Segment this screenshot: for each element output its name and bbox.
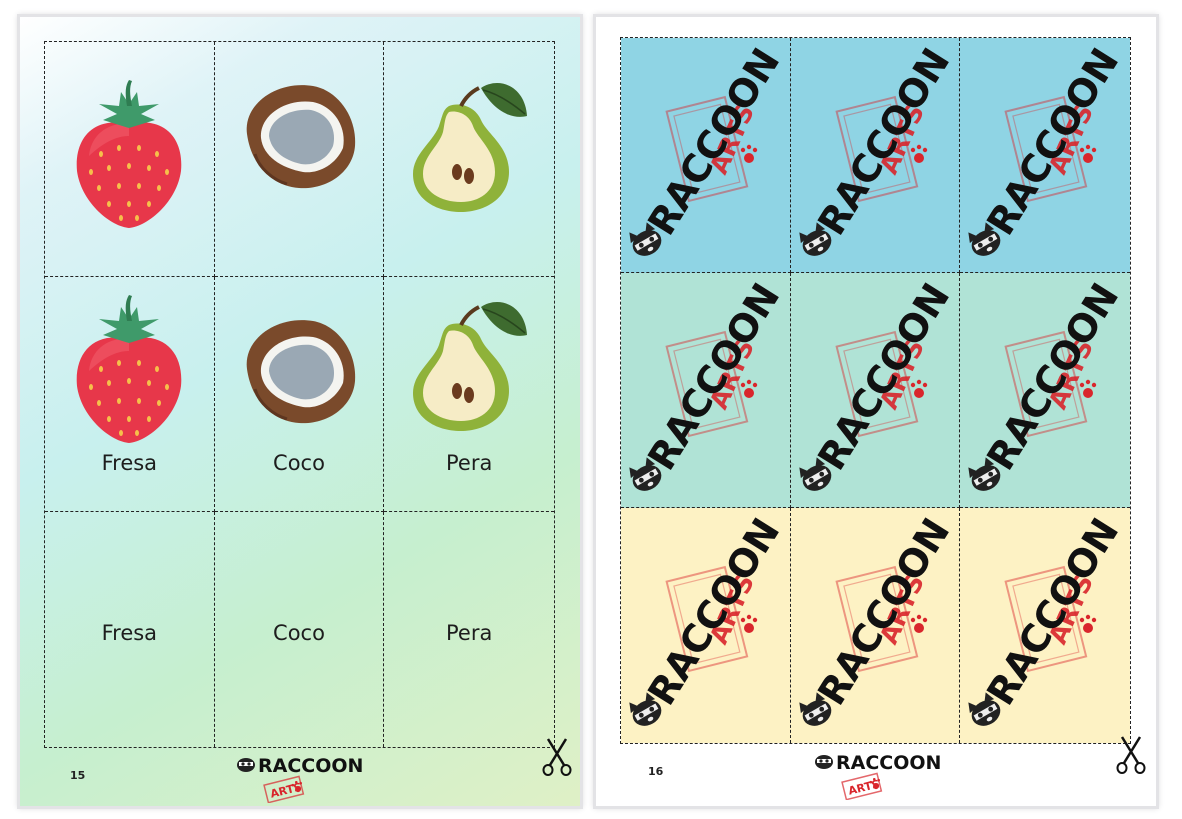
card-back: ARTS RACCOON (790, 508, 961, 743)
raccoon-face-icon (798, 692, 831, 726)
picture-label-card-coconut: Coco (214, 277, 385, 512)
card-label: Pera (445, 621, 493, 645)
back-brand-text: RACCOON (639, 276, 788, 478)
card-back: ARTS RACCOON (960, 273, 1130, 508)
back-brand-text: RACCOON (639, 41, 788, 243)
paw-print-icon (1080, 379, 1097, 398)
picture-label-card-strawberry: Fresa (45, 277, 215, 512)
scissors-icon (1116, 736, 1146, 774)
raccoon-face-icon (968, 692, 1001, 726)
card-back-grid: ARTS RACCOON ARTS RACCOON ARTS RACCOON ARTS RAC… (620, 37, 1131, 744)
back-brand-text: RACCOON (809, 41, 958, 243)
picture-card-pear (384, 42, 554, 277)
card-back: ARTS RACCOON (960, 38, 1130, 273)
pear-icon (413, 83, 528, 212)
paw-print-icon (910, 379, 927, 398)
card-back: ARTS RACCOON (790, 273, 961, 508)
card-back: ARTS RACCOON (960, 508, 1130, 743)
picture-card-strawberry (45, 42, 215, 277)
back-brand-text: RACCOON (979, 41, 1128, 243)
brand-wordmark: RACCOON (836, 752, 941, 774)
raccoon-face-icon (968, 222, 1001, 256)
word-card-pera: Pera (384, 512, 554, 747)
card-label: Coco (273, 451, 325, 475)
paw-print-icon (740, 614, 758, 633)
coconut-icon (246, 320, 356, 424)
raccoon-face-icon (629, 457, 662, 491)
back-brand-text: RACCOON (809, 276, 958, 478)
paw-print-icon (740, 144, 758, 163)
paw-print-icon (1080, 614, 1097, 633)
raccoon-face-icon (798, 222, 831, 256)
picture-label-card-pear: Pera (384, 277, 554, 512)
paw-print-icon (910, 614, 927, 633)
raccoon-face-icon (629, 222, 662, 256)
raccoon-face-icon (237, 758, 255, 772)
brand-wordmark: RACCOON (258, 755, 363, 777)
card-label: Coco (273, 621, 325, 645)
word-card-coco: Coco (215, 512, 385, 747)
brand-logo: RACCOON ARTS (814, 748, 944, 804)
raccoon-face-icon (798, 457, 831, 491)
card-label: Pera (445, 451, 493, 475)
back-brand-text: RACCOON (809, 511, 958, 713)
card-back: ARTS RACCOON (790, 38, 961, 273)
paw-print-icon (910, 144, 927, 163)
strawberry-icon (77, 80, 182, 228)
back-brand-text: RACCOON (979, 511, 1128, 713)
back-brand-text: RACCOON (979, 276, 1128, 478)
back-brand-text: RACCOON (639, 511, 788, 713)
card-sheet-page-15: Fresa Coco Pera Fre (20, 17, 580, 806)
picture-card-coconut (214, 42, 385, 277)
card-back: ARTS RACCOON (621, 38, 791, 273)
paw-print-icon (869, 777, 880, 790)
page-number: 16 (648, 765, 664, 778)
coconut-icon (246, 85, 356, 189)
card-back: ARTS RACCOON (621, 508, 791, 743)
card-label: Fresa (101, 621, 158, 645)
raccoon-face-icon (629, 692, 662, 726)
page-number: 15 (70, 769, 86, 782)
word-card-fresa: Fresa (45, 512, 215, 747)
paw-print-icon (1080, 144, 1097, 163)
raccoon-face-icon (968, 457, 1001, 491)
pear-icon (413, 302, 528, 431)
raccoon-face-icon (815, 755, 833, 769)
card-label: Fresa (101, 451, 158, 475)
paw-print-icon (291, 780, 302, 793)
card-back: ARTS RACCOON (621, 273, 791, 508)
cutting-grid: Fresa Coco Pera Fre (44, 41, 555, 748)
paw-print-icon (740, 379, 758, 398)
scissors-icon (542, 738, 572, 776)
brand-logo: RACCOON ARTS (236, 751, 366, 807)
card-back-sheet-page-16: ARTS RACCOON ARTS RACCOON ARTS RACCOON ARTS RAC… (596, 17, 1156, 806)
strawberry-icon (77, 295, 182, 443)
